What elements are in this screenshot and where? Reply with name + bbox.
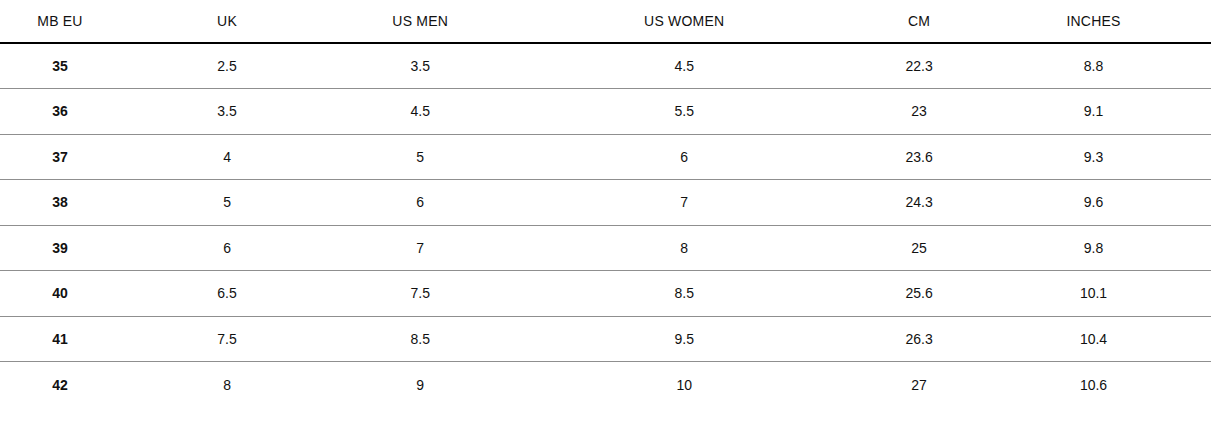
table-cell: 8.5 [334,316,506,362]
eu-size-cell: 38 [0,180,120,226]
table-body: 352.53.54.522.38.8363.54.55.5239.1374562… [0,43,1211,407]
table-cell: 4.5 [334,89,506,135]
table-cell: 9 [334,362,506,408]
table-cell: 25.6 [862,271,976,317]
table-row: 3745623.69.3 [0,134,1211,180]
table-cell: 7 [506,180,862,226]
table-row: 352.53.54.522.38.8 [0,43,1211,89]
table-row: 417.58.59.526.310.4 [0,316,1211,362]
column-header-inches: INCHES [976,0,1211,43]
table-cell: 26.3 [862,316,976,362]
eu-size-cell: 35 [0,43,120,89]
table-cell: 22.3 [862,43,976,89]
table-cell: 5.5 [506,89,862,135]
table-cell: 23.6 [862,134,976,180]
table-cell: 8 [120,362,334,408]
size-conversion-table: MB EUUKUS MENUS WOMENCMINCHES 352.53.54.… [0,0,1211,407]
table-cell: 6 [506,134,862,180]
table-cell: 9.1 [976,89,1211,135]
column-header-mb-eu: MB EU [0,0,120,43]
table-cell: 8.8 [976,43,1211,89]
eu-size-cell: 37 [0,134,120,180]
table-cell: 25 [862,225,976,271]
table-cell: 8.5 [506,271,862,317]
eu-size-cell: 40 [0,271,120,317]
column-header-us-men: US MEN [334,0,506,43]
table-row: 406.57.58.525.610.1 [0,271,1211,317]
table-cell: 10.6 [976,362,1211,408]
table-cell: 7.5 [120,316,334,362]
table-cell: 9.5 [506,316,862,362]
eu-size-cell: 36 [0,89,120,135]
table-cell: 9.8 [976,225,1211,271]
column-header-us-women: US WOMEN [506,0,862,43]
table-cell: 4 [120,134,334,180]
eu-size-cell: 39 [0,225,120,271]
table-row: 4289102710.6 [0,362,1211,408]
table-cell: 6 [120,225,334,271]
table-cell: 6.5 [120,271,334,317]
table-cell: 7.5 [334,271,506,317]
table-cell: 2.5 [120,43,334,89]
eu-size-cell: 41 [0,316,120,362]
table-cell: 6 [334,180,506,226]
table-cell: 7 [334,225,506,271]
table-cell: 23 [862,89,976,135]
column-header-uk: UK [120,0,334,43]
table-cell: 10 [506,362,862,408]
table-cell: 9.6 [976,180,1211,226]
table-row: 39678259.8 [0,225,1211,271]
table-cell: 24.3 [862,180,976,226]
table-cell: 8 [506,225,862,271]
table-cell: 27 [862,362,976,408]
table-cell: 5 [120,180,334,226]
table-cell: 9.3 [976,134,1211,180]
table-cell: 10.1 [976,271,1211,317]
table-cell: 3.5 [120,89,334,135]
table-cell: 5 [334,134,506,180]
column-header-cm: CM [862,0,976,43]
table-cell: 3.5 [334,43,506,89]
table-row: 363.54.55.5239.1 [0,89,1211,135]
table-header-row: MB EUUKUS MENUS WOMENCMINCHES [0,0,1211,43]
eu-size-cell: 42 [0,362,120,408]
table-head: MB EUUKUS MENUS WOMENCMINCHES [0,0,1211,43]
table-cell: 10.4 [976,316,1211,362]
table-cell: 4.5 [506,43,862,89]
table-row: 3856724.39.6 [0,180,1211,226]
